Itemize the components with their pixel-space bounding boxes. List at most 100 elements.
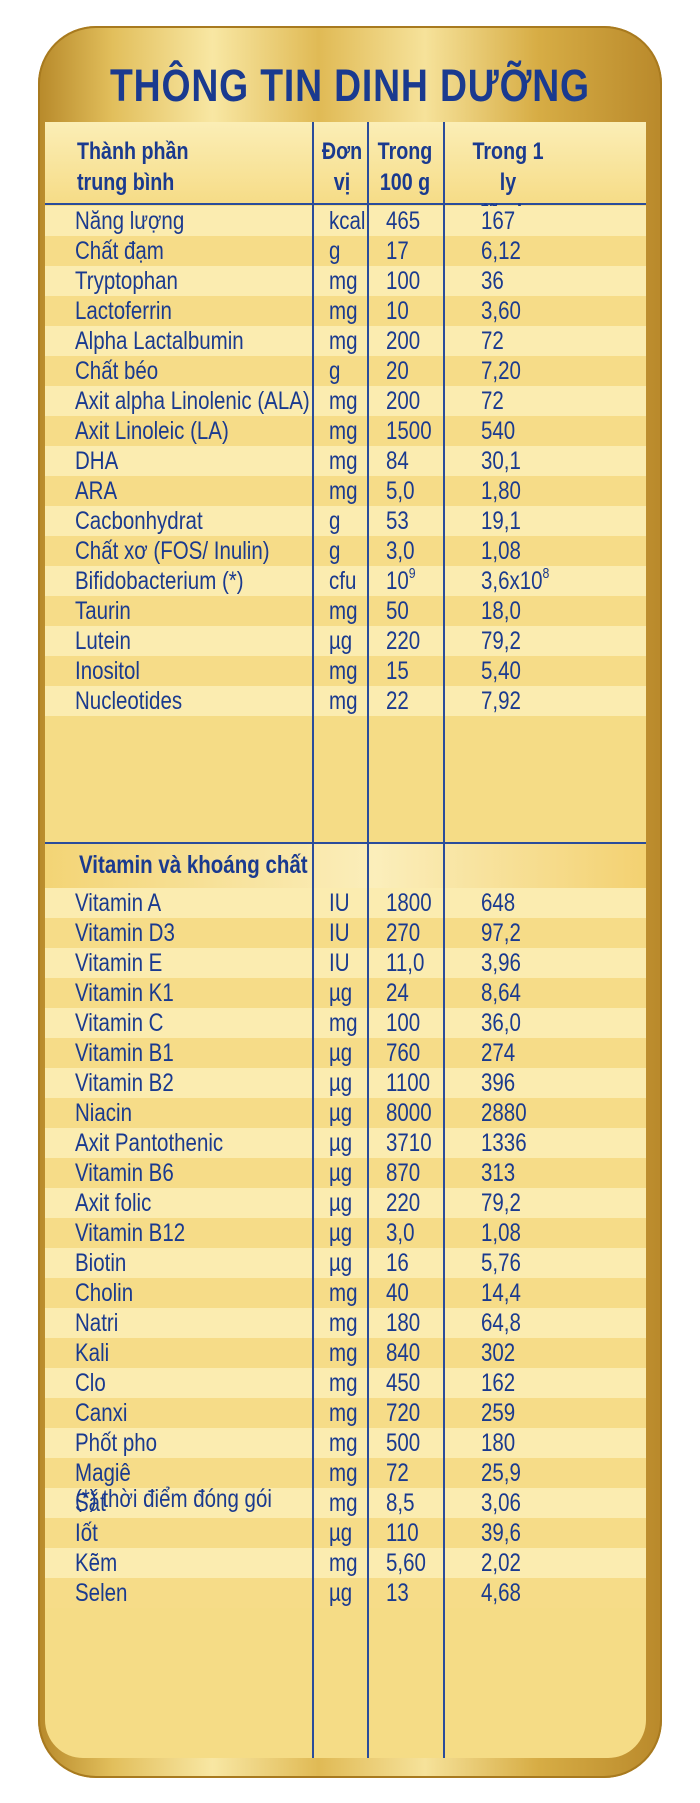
nutrient-unit: IU [329, 889, 350, 917]
table-row: Axit Linoleic (LA) mg 1500 540 [45, 416, 646, 446]
value-per-100g: 500 [386, 1429, 421, 1457]
nutrient-name: Biotin [75, 1249, 127, 1277]
nutrient-name: Vitamin K1 [75, 979, 174, 1007]
table-row: Axit Pantothenic µg 3710 1336 [45, 1128, 646, 1158]
value-per-glass: 4,68 [481, 1579, 521, 1607]
value-per-glass: 7,92 [481, 687, 521, 715]
nutrient-unit: mg [329, 657, 358, 685]
nutrient-name: Iốt [75, 1519, 98, 1547]
nutrient-name: ARA [75, 477, 118, 505]
table-row: Bifidobacterium (*) cfu 109 3,6x108 [45, 566, 646, 596]
nutrient-unit: cfu [329, 567, 357, 595]
nutrient-unit: mg [329, 477, 358, 505]
nutrient-unit: mg [329, 1339, 358, 1367]
value-per-100g: 22 [386, 687, 409, 715]
value-per-glass: 1336 [481, 1129, 527, 1157]
nutrient-unit: g [329, 237, 341, 265]
value-per-glass: 18,0 [481, 597, 521, 625]
table-row: Cholin mg 40 14,4 [45, 1278, 646, 1308]
table-row: Kali mg 840 302 [45, 1338, 646, 1368]
header-per-100g: Trong 100 g [377, 138, 433, 196]
table-row: Selen µg 13 4,68 [45, 1578, 646, 1608]
value-per-100g: 840 [386, 1339, 421, 1367]
value-per-glass: 5,76 [481, 1249, 521, 1277]
value-per-100g: 8,5 [386, 1489, 415, 1517]
nutrient-unit: mg [329, 597, 358, 625]
nutrient-unit: µg [329, 1579, 353, 1607]
nutrient-unit: mg [329, 327, 358, 355]
value-per-glass: 72 [481, 387, 504, 415]
nutrient-unit: mg [329, 1279, 358, 1307]
nutrient-name: Axit alpha Linolenic (ALA) [75, 387, 310, 415]
value-per-glass: 2880 [481, 1099, 527, 1127]
nutrient-name: Vitamin B12 [75, 1219, 186, 1247]
nutrient-name: Sắt [75, 1489, 106, 1517]
nutrient-name: DHA [75, 447, 119, 475]
nutrient-name: Magiê [75, 1459, 131, 1487]
nutrient-name: Chất đạm [75, 237, 164, 265]
table-row: Năng lượng kcal 465 167 [45, 206, 646, 236]
value-per-100g: 8000 [386, 1099, 432, 1127]
nutrient-unit: mg [329, 297, 358, 325]
value-per-glass: 79,2 [481, 627, 521, 655]
value-per-100g: 15 [386, 657, 409, 685]
value-per-100g: 10 [386, 297, 409, 325]
nutrient-name: Alpha Lactalbumin [75, 327, 244, 355]
value-per-100g: 40 [386, 1279, 409, 1307]
value-per-100g: 16 [386, 1249, 409, 1277]
table-row: Chất xơ (FOS/ Inulin) g 3,0 1,08 [45, 536, 646, 566]
table-row: Canxi mg 720 259 [45, 1398, 646, 1428]
value-per-100g: 1100 [386, 1069, 431, 1097]
table-row: Vitamin B6 µg 870 313 [45, 1158, 646, 1188]
value-per-100g: 20 [386, 357, 409, 385]
nutrient-unit: µg [329, 1249, 353, 1277]
nutrient-unit: g [329, 507, 341, 535]
value-per-glass: 2,02 [481, 1549, 521, 1577]
nutrient-unit: mg [329, 1549, 358, 1577]
table-row: Lutein µg 220 79,2 [45, 626, 646, 656]
nutrient-name: Inositol [75, 657, 140, 685]
nutrient-unit: mg [329, 1369, 358, 1397]
value-per-100g: 450 [386, 1369, 421, 1397]
footnote: (*) thời điểm đóng gói [75, 1485, 272, 1513]
table-row: Phốt pho mg 500 180 [45, 1428, 646, 1458]
nutrient-unit: mg [329, 1489, 358, 1517]
nutrient-name: Lutein [75, 627, 131, 655]
value-per-100g: 84 [386, 447, 409, 475]
table-row: Nucleotides mg 22 7,92 [45, 686, 646, 716]
table-row: Lactoferrin mg 10 3,60 [45, 296, 646, 326]
value-per-glass: 274 [481, 1039, 516, 1067]
table-row: Iốt µg 110 39,6 [45, 1518, 646, 1548]
nutrient-name: Cholin [75, 1279, 134, 1307]
column-divider [312, 122, 314, 1758]
value-per-glass: 14,4 [481, 1279, 521, 1307]
value-per-100g: 13 [386, 1579, 409, 1607]
table-row: Vitamin D3 IU 270 97,2 [45, 918, 646, 948]
table-row: Inositol mg 15 5,40 [45, 656, 646, 686]
value-per-glass: 25,9 [481, 1459, 521, 1487]
nutrient-name: Axit folic [75, 1189, 152, 1217]
nutrient-name: Taurin [75, 597, 131, 625]
value-per-glass: 19,1 [481, 507, 521, 535]
table-row: Clo mg 450 162 [45, 1368, 646, 1398]
table-row: Tryptophan mg 100 36 [45, 266, 646, 296]
nutrient-name: Tryptophan [75, 267, 178, 295]
table-row: Vitamin B12 µg 3,0 1,08 [45, 1218, 646, 1248]
value-per-glass: 3,6x108 [481, 564, 550, 595]
nutrient-name: Lactoferrin [75, 297, 172, 325]
nutrient-unit: µg [329, 1159, 353, 1187]
value-per-glass: 259 [481, 1399, 516, 1427]
nutrient-unit: mg [329, 687, 358, 715]
value-per-100g: 17 [386, 237, 409, 265]
table-row: Cacbonhydrat g 53 19,1 [45, 506, 646, 536]
value-per-glass: 97,2 [481, 919, 521, 947]
table-row: Vitamin A IU 1800 648 [45, 888, 646, 918]
nutrient-unit: mg [329, 1309, 358, 1337]
nutrient-name: Kẽm [75, 1549, 118, 1577]
nutrient-unit: µg [329, 1519, 353, 1547]
table-row: Axit folic µg 220 79,2 [45, 1188, 646, 1218]
value-per-glass: 5,40 [481, 657, 521, 685]
value-per-100g: 100 [386, 267, 421, 295]
value-per-100g: 3,0 [386, 537, 415, 565]
value-per-100g: 1500 [386, 417, 432, 445]
